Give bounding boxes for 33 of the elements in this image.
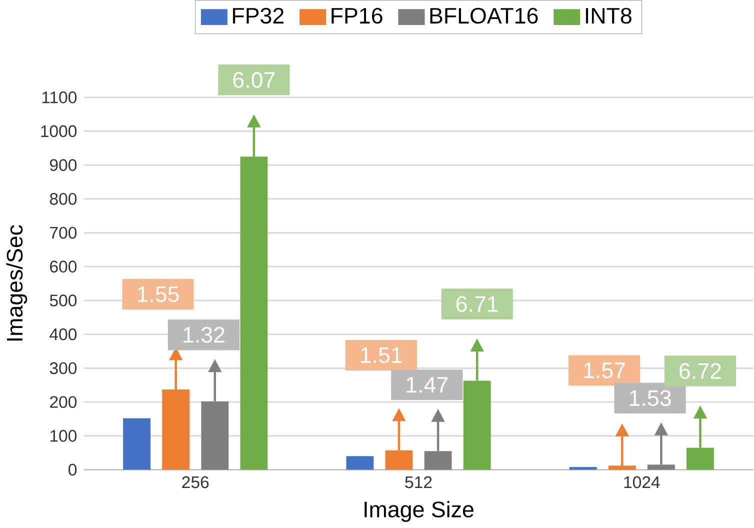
y-tick-label: 900	[50, 159, 77, 171]
y-tick-label: 200	[50, 396, 77, 408]
x-axis-title: Image Size	[364, 500, 474, 522]
y-tick-label: 700	[50, 226, 77, 239]
y-tick-label: 1000	[41, 125, 77, 138]
y-tick-label: 800	[50, 192, 77, 205]
annotation: 1.57	[584, 362, 625, 378]
x-tick-label: 1024	[624, 476, 660, 488]
y-axis-title: Images/Sec	[6, 225, 28, 341]
y-tick-label: 100	[50, 430, 77, 442]
annotation: 1.53	[630, 390, 671, 406]
y-tick-label: 1100	[42, 91, 77, 104]
bar	[346, 456, 374, 470]
annotation: 1.51	[361, 347, 402, 364]
legend-label: INT8	[586, 8, 632, 24]
text: 6.07	[233, 72, 275, 88]
annotation: 1.55	[138, 286, 179, 302]
y-tick-label: 300	[50, 362, 77, 374]
annotation: 1.32	[184, 326, 224, 343]
annotation: 6.71	[456, 296, 498, 312]
bar	[569, 466, 597, 470]
annotation: 6.72	[680, 363, 721, 379]
x-tick-label: 512	[405, 476, 432, 488]
y-tick-label: 400	[50, 328, 77, 340]
y-tick-label: 600	[50, 260, 77, 273]
legend-label: FP16	[332, 8, 382, 24]
annotation: 1.47	[406, 377, 448, 392]
y-tick-label: 0	[68, 464, 77, 476]
y-tick-label: 500	[50, 294, 77, 306]
legend-label: BFLOAT16	[430, 8, 538, 24]
legend-label: FP32	[233, 8, 284, 24]
bar	[123, 418, 151, 470]
x-tick-label: 256	[182, 476, 209, 488]
